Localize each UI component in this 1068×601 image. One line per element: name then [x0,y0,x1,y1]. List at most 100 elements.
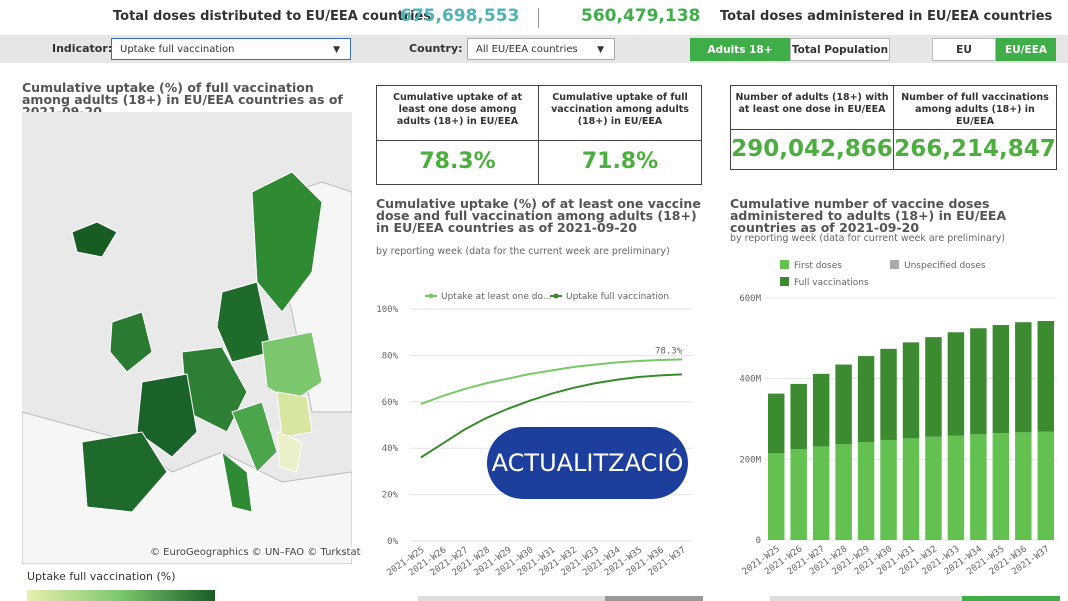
legend-label: Uptake full vaccination [566,292,669,302]
bar [790,383,807,450]
bar [1015,432,1032,540]
kpi-card: Number of full vaccinations among adults… [893,85,1057,170]
map-country [276,391,313,438]
indicator-select[interactable]: Uptake full vaccination [111,38,351,61]
legend-label: Unspecified doses [904,261,986,271]
line-series [420,358,683,406]
bar [970,328,987,435]
country-label: Country: [409,42,463,55]
country-select[interactable]: All EU/EEA countries [467,38,615,61]
map-country [231,401,278,473]
kpi-value: 71.8% [581,149,659,174]
map-credit: © EuroGeographics © UN–FAO © Turkstat [150,547,361,558]
bar [812,446,830,540]
bar [1037,431,1054,540]
bar [1015,322,1032,433]
legend-swatch [780,260,789,269]
line-series [420,373,683,459]
toggle-eu[interactable]: EU [932,38,996,61]
bar [812,373,830,447]
indicator-label: Indicator: [52,42,113,55]
bar [992,325,1010,434]
bar [992,433,1010,540]
kpi-value: 78.3% [419,149,496,174]
y-tick-label: 80% [382,351,399,361]
map-title: Cumulative uptake (%) of full vaccinatio… [22,80,343,119]
legend-swatch [780,277,789,286]
bar [1037,320,1054,432]
kpi-value: 266,214,847 [894,136,1056,162]
scrollbar [418,596,703,601]
map-country [221,450,253,513]
y-tick-label: 400M [739,375,761,385]
legend-label: Uptake at least one do... [441,292,551,302]
bar [925,337,942,437]
administered-label: Total doses administered in EU/EEA count… [720,9,1053,24]
bar [947,435,965,540]
legend-label: First doses [794,261,842,271]
administered-value: 560,479,138 [581,6,701,26]
bar [835,444,852,540]
bar [925,436,942,540]
kpi-card: Number of adults (18+) with at least one… [730,85,894,170]
toggle-eueea[interactable]: EU/EEA [996,38,1056,61]
bar [970,434,987,540]
line-title: Cumulative uptake (%) of at least one va… [376,196,701,235]
kpi-label: Number of full vaccinations among adults… [894,86,1056,130]
legend-gradient [27,590,215,601]
map-country [136,373,198,458]
scroll-thumb [605,596,703,601]
toggle-adults[interactable]: Adults 18+ [690,38,790,61]
toggle-total[interactable]: Total Population [790,38,890,61]
y-tick-label: 200M [739,455,761,465]
y-tick-label: 600M [739,294,761,304]
bar [790,449,807,540]
bar [880,439,897,540]
scroll-thumb [962,596,1060,601]
map-country [276,431,303,473]
bar-subtitle: by reporting week (data for current week… [730,233,1006,244]
kpi-label: Number of adults (18+) with at least one… [731,86,893,130]
map-country [261,331,323,403]
map-country [81,431,168,513]
legend-label: Full vaccinations [794,278,869,288]
y-tick-label: 40% [382,444,399,454]
distributed-value: 675,698,553 [400,6,520,26]
y-tick-label: 20% [382,491,399,501]
legend-swatch [428,293,434,299]
kpi-label: Cumulative uptake of full vaccination am… [539,86,701,141]
data-label: 78.3% [655,346,683,356]
distributed-label: Total doses distributed to EU/EEA countr… [113,9,432,24]
badge: ACTUALITZACIÓ [487,427,688,499]
kpi-value: 290,042,866 [731,136,893,162]
line-subtitle: by reporting week (data for the current … [376,246,670,257]
legend-swatch [553,293,559,299]
y-tick-label: 60% [382,398,399,408]
bar [947,332,965,436]
map-country [216,281,273,363]
map-country [109,311,153,373]
legend-title: Uptake full vaccination (%) [27,570,176,583]
bar [835,364,852,445]
bar [857,441,875,540]
kpi-label: Cumulative uptake of at least one dose a… [377,86,538,141]
scrollbar [770,596,1060,601]
y-tick-label: 100% [376,305,398,315]
divider [538,8,539,28]
bar [902,342,920,439]
map-country [71,221,118,258]
y-tick-label: 0 [756,536,761,546]
map [22,112,352,564]
bar [902,438,920,540]
bar [857,356,875,442]
bar [768,393,785,454]
bar-title: Cumulative number of vaccine doses admin… [730,196,1007,235]
y-tick-label: 0% [387,537,398,547]
bar [880,348,897,440]
kpi-card: Cumulative uptake of at least one dose a… [376,85,539,185]
kpi-card: Cumulative uptake of full vaccination am… [538,85,702,185]
legend-swatch [890,260,899,269]
bar [768,453,785,540]
